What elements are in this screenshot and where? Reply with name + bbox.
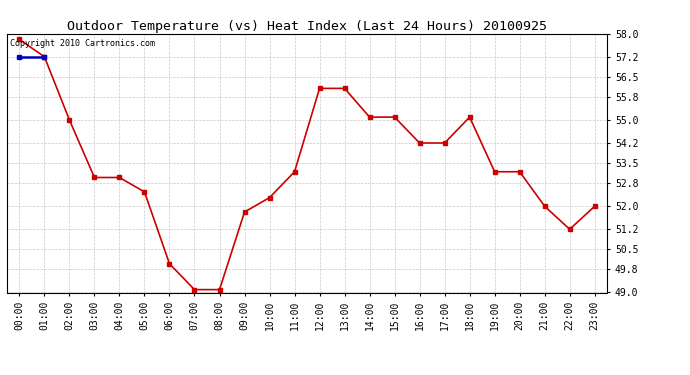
Text: Copyright 2010 Cartronics.com: Copyright 2010 Cartronics.com [10, 39, 155, 48]
Title: Outdoor Temperature (vs) Heat Index (Last 24 Hours) 20100925: Outdoor Temperature (vs) Heat Index (Las… [67, 20, 547, 33]
